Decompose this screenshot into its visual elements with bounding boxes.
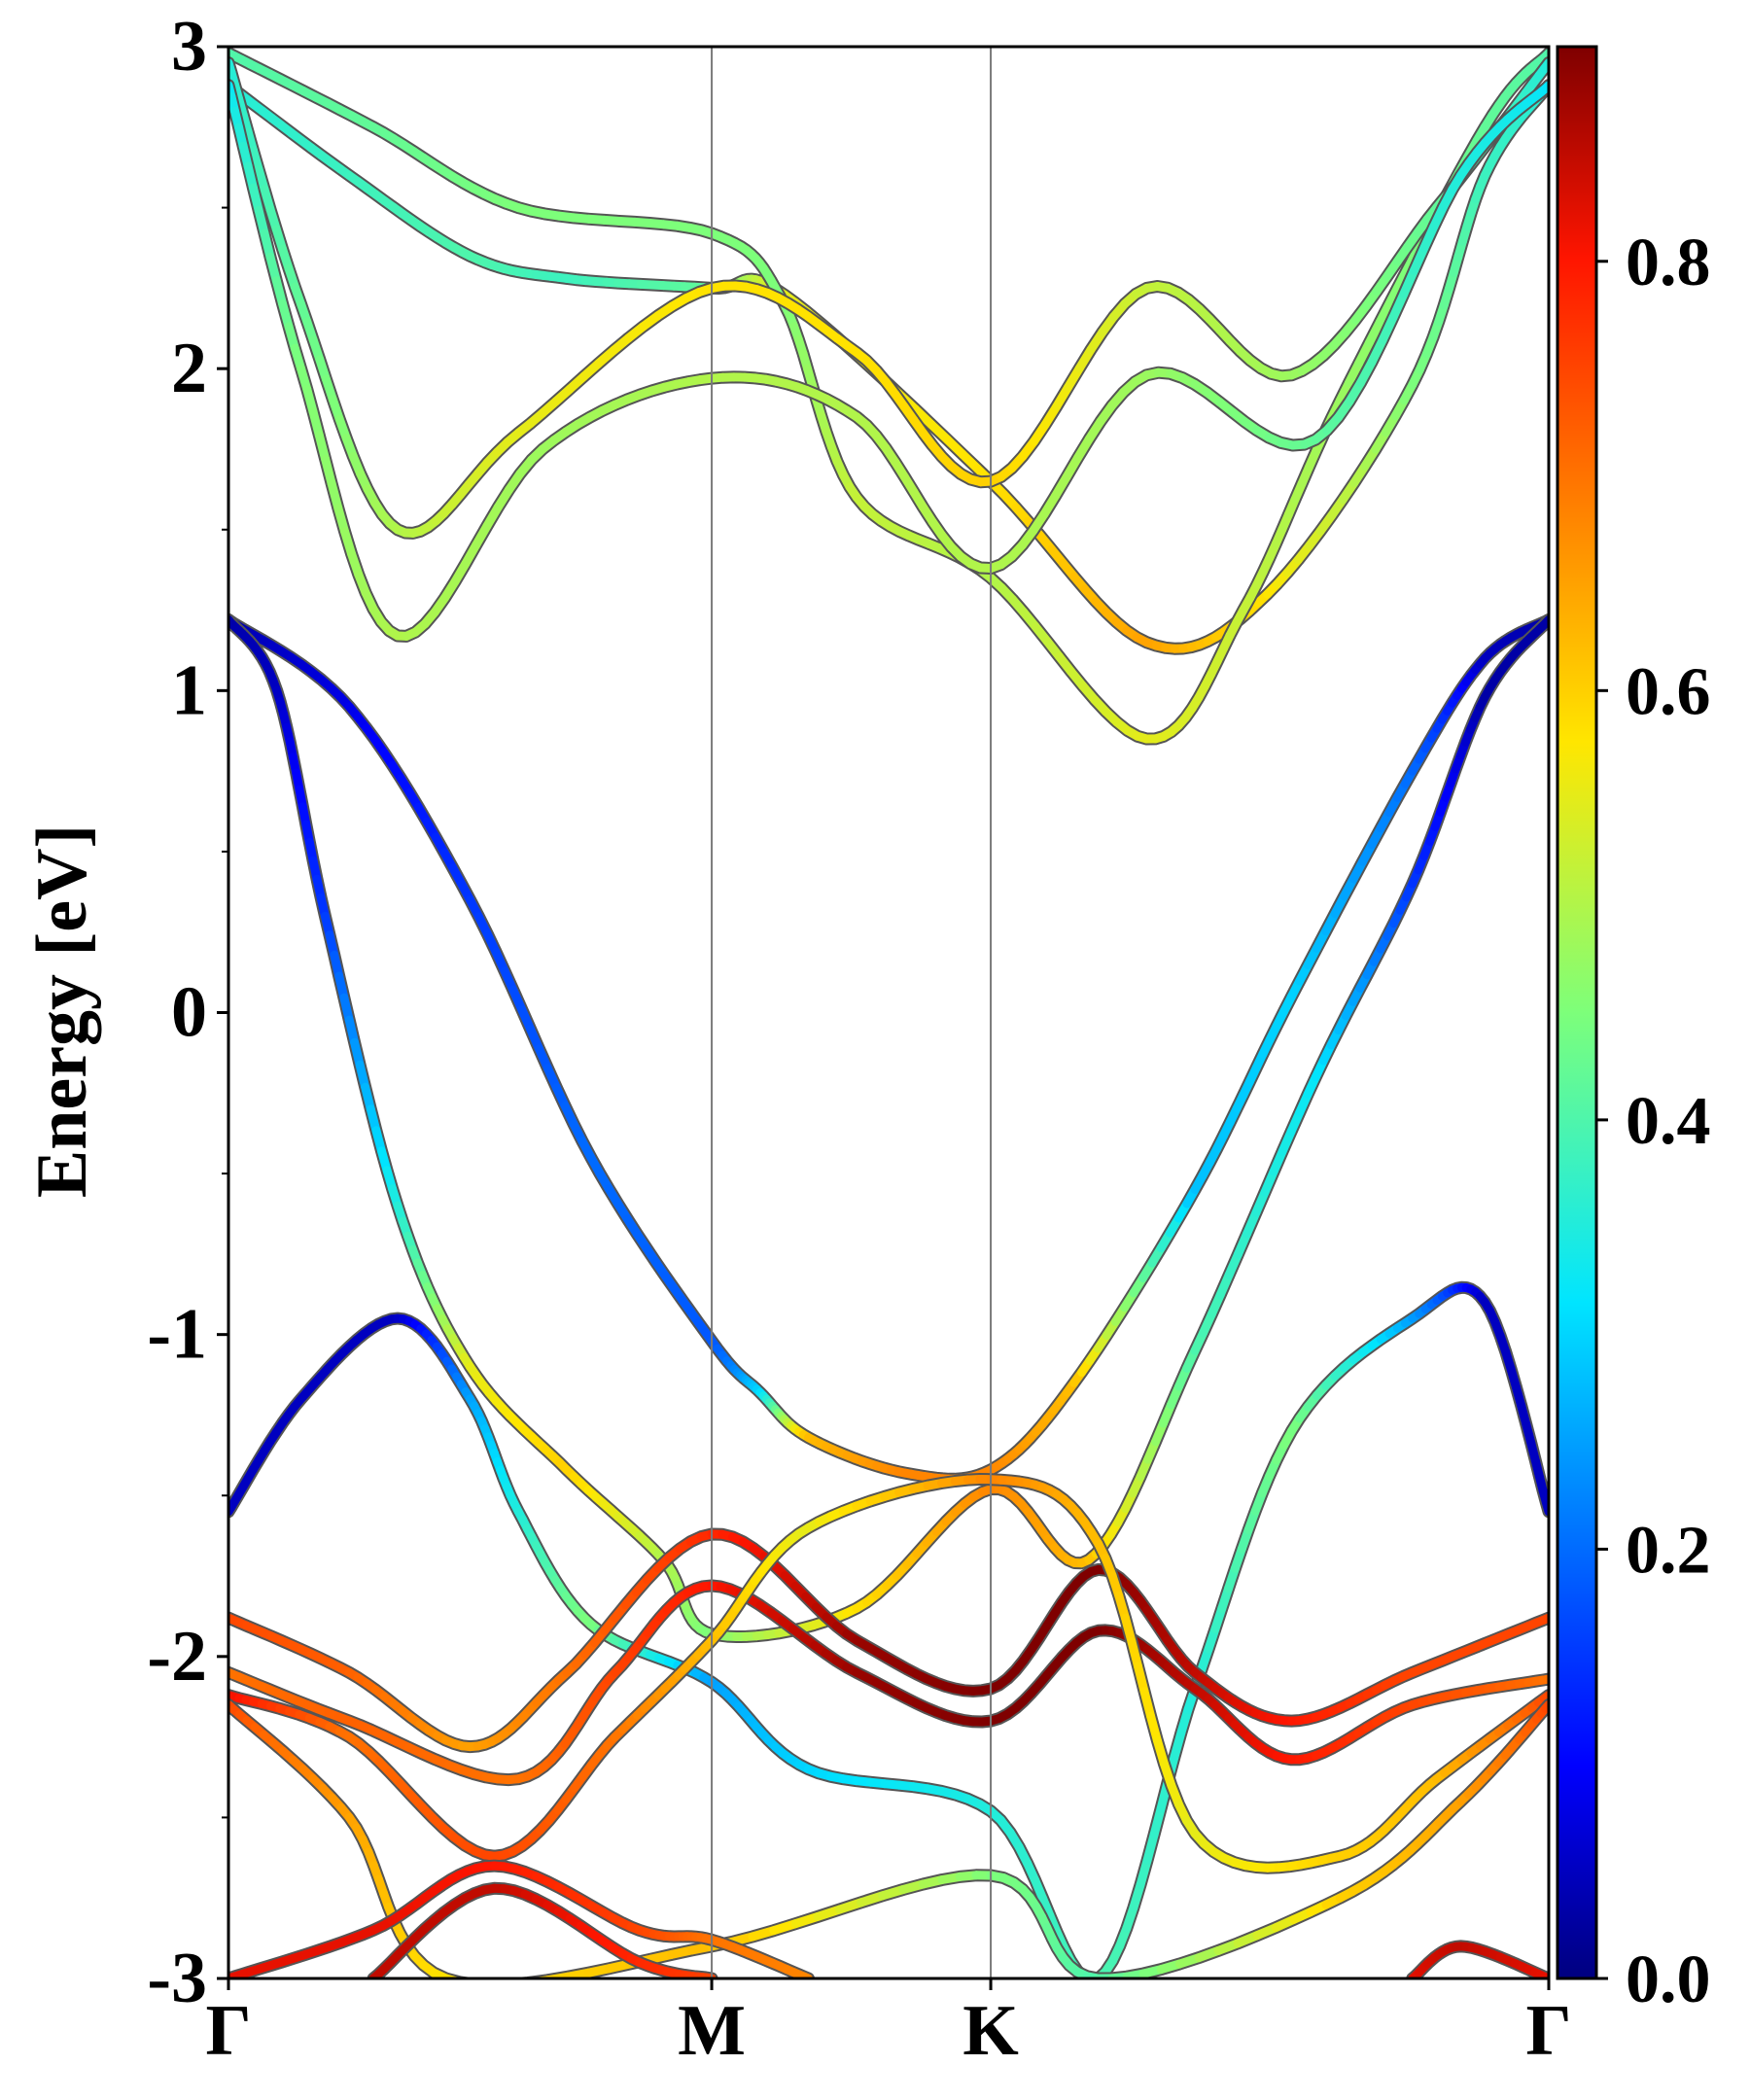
band-b1: [228, 613, 1549, 1486]
band-outline: [228, 613, 1549, 1486]
band-segment: [509, 1983, 528, 1985]
bands-layer: [228, 47, 1549, 1985]
y-tick-label: -1: [147, 1295, 207, 1375]
colorbar: 0.0 0.2 0.4 0.6 0.8: [1556, 45, 1711, 2017]
y-tick-label: -3: [147, 1939, 207, 2018]
y-tick-label: -2: [147, 1617, 207, 1697]
band-outline: [228, 1579, 1549, 1787]
band-b4: [228, 1527, 1549, 1754]
y-axis: -3 -2 -1 0 1 2 3: [147, 7, 228, 2018]
band-outline: [228, 1527, 1549, 1754]
band-c4: [228, 79, 1549, 643]
band-b3: [228, 1280, 1549, 1978]
x-tick-label: Γ: [205, 1991, 251, 2071]
high-symmetry-lines: [711, 47, 993, 1978]
band-b10: [1406, 1940, 1549, 1978]
band-outline: [228, 1698, 1549, 1978]
band-segment: [527, 1976, 551, 1978]
band-segment: [460, 1982, 475, 1984]
band-segment: [1149, 1803, 1166, 1839]
y-tick-label: 3: [171, 7, 207, 87]
band-b5: [228, 1579, 1549, 1787]
band-b6: [228, 1473, 1549, 1874]
colorbar-ticks: 0.0 0.2 0.4 0.6 0.8: [1596, 226, 1711, 2017]
band-b2: [228, 613, 1549, 1643]
y-tick-label: 1: [171, 650, 207, 730]
band-b7: [228, 1698, 1549, 1985]
x-tick-label: Γ: [1525, 1991, 1571, 2071]
colorbar-tick-label: 0.8: [1626, 226, 1711, 300]
band-segment: [1142, 1830, 1159, 1865]
colorbar-tick-label: 0.0: [1626, 1942, 1711, 2017]
band-b8: [228, 1859, 815, 1978]
colorbar-tick-label: 0.6: [1626, 654, 1711, 729]
band-b9: [367, 1881, 718, 1978]
x-tick-label: M: [678, 1991, 746, 2071]
x-tick-label: K: [962, 1991, 1019, 2071]
colorbar-tick-label: 0.2: [1626, 1513, 1711, 1588]
y-tick-label: 2: [171, 329, 207, 408]
band-segment: [492, 1984, 509, 1985]
colorbar-tick-label: 0.4: [1626, 1084, 1711, 1159]
y-axis-label: Energy [eV]: [22, 824, 102, 1198]
band-outline: [228, 79, 1549, 643]
colorbar-gradient: [1556, 45, 1598, 1980]
band-segment: [475, 1984, 492, 1985]
band-outline: [228, 613, 1549, 1643]
band-outline: [228, 1859, 815, 1978]
y-tick-label: 0: [171, 973, 207, 1053]
band-outline: [228, 1280, 1549, 1978]
